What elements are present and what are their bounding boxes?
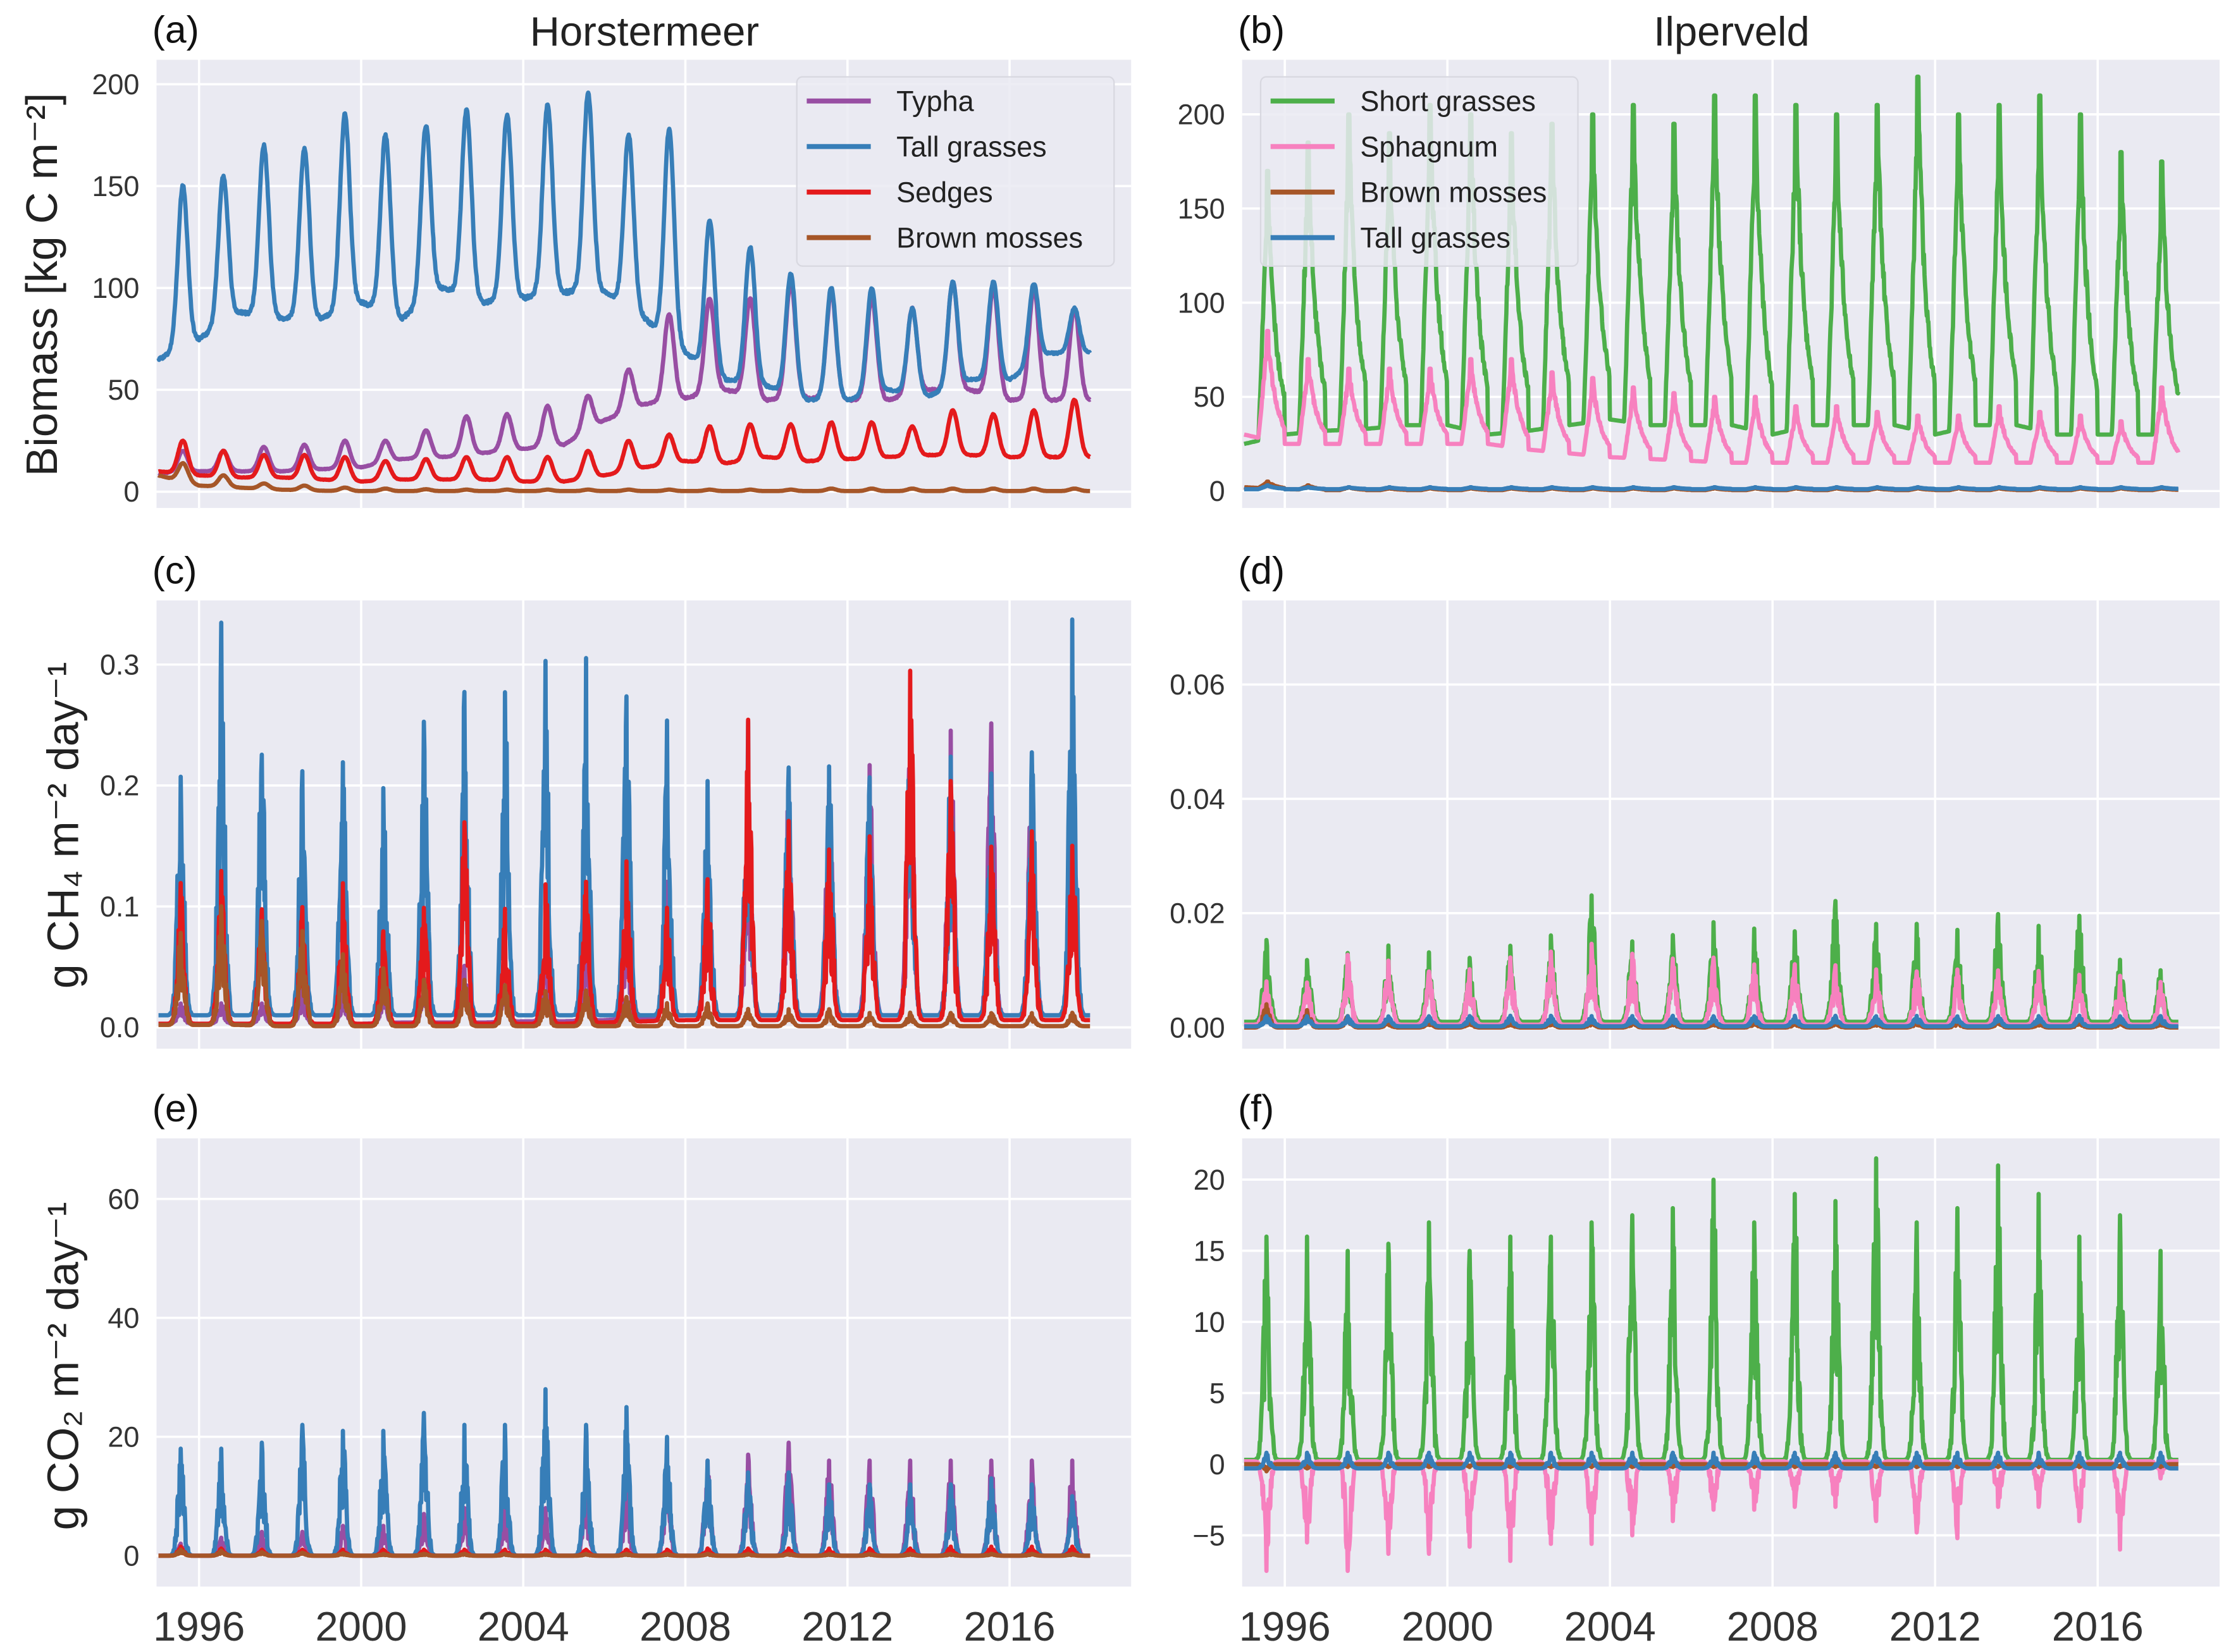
y-tick-label: 0	[1209, 475, 1225, 507]
legend-label: Sedges	[896, 176, 993, 208]
y-tick-label: 0	[123, 476, 139, 508]
y-tick-label: 0.1	[100, 891, 140, 923]
title-horstermeer: Horstermeer	[530, 8, 759, 54]
legend-label: Short grasses	[1360, 85, 1536, 117]
panel-e: 0 20 40 60 1996 2000 2004 2008 2012 2016 (e)	[108, 1087, 1132, 1649]
x-tick-label: 2016	[2052, 1603, 2144, 1649]
series-line-sphagnum	[1242, 1459, 2180, 1574]
series-line-brown-mosses	[157, 460, 1092, 493]
title-ilperveld: Ilperveld	[1653, 8, 1809, 54]
y-tick-label: 100	[1178, 287, 1225, 319]
x-tick-label: 2016	[964, 1603, 1056, 1649]
y-tick-label: 20	[1194, 1164, 1225, 1196]
series-line-typha	[157, 279, 1092, 476]
x-tick-label: 2004	[478, 1603, 569, 1649]
series-group	[157, 617, 1092, 1028]
y-tick-label: 40	[108, 1302, 139, 1334]
y-tick-label: 200	[92, 68, 139, 101]
plot-background	[156, 600, 1132, 1049]
panel-label: (d)	[1238, 548, 1285, 591]
panel-label: (f)	[1238, 1087, 1274, 1130]
ylabel-biomass: Biomass [kg C m⁻²]	[17, 93, 66, 476]
y-tick-label: 150	[1178, 192, 1225, 225]
legend-label: Typha	[896, 85, 975, 117]
panel-label: (b)	[1238, 8, 1285, 51]
legend-label: Sphagnum	[1360, 130, 1498, 163]
x-tick-label: 1996	[153, 1603, 245, 1649]
panel-label: (c)	[152, 548, 197, 591]
y-tick-label: 0.00	[1170, 1011, 1225, 1044]
series-line-tall-grasses	[156, 90, 1092, 403]
plot-background	[1242, 1138, 2220, 1587]
x-tick-label: 2000	[1402, 1603, 1493, 1649]
legend: Short grasses Sphagnum Brown mosses Tall gr…	[1259, 76, 1579, 267]
x-tick-label: 1996	[1239, 1603, 1331, 1649]
y-tick-label: 0.3	[100, 649, 140, 681]
x-tick-label: 2012	[801, 1603, 893, 1649]
y-tick-label: 50	[108, 374, 139, 406]
y-tick-label: 200	[1178, 99, 1225, 131]
series-group	[1242, 74, 2181, 493]
series-line-brown-mosses	[157, 904, 1092, 1028]
legend-label: Brown mosses	[1360, 176, 1547, 208]
series-group	[1242, 893, 2180, 1030]
panel-c: 0.0 0.1 0.2 0.3 (c)	[100, 548, 1132, 1049]
panel-a: 0 50 100 150 200 (a) Typha Tall grasses Sedges Br…	[92, 8, 1132, 509]
y-tick-label: 0	[123, 1539, 139, 1572]
legend-label: Tall grasses	[1360, 221, 1510, 254]
x-tick-label: 2012	[1889, 1603, 1981, 1649]
plot-background	[156, 1138, 1132, 1587]
y-tick-label: 0.02	[1170, 897, 1225, 930]
series-line-tall-grasses	[1242, 1450, 2180, 1471]
plot-background	[1242, 600, 2220, 1049]
series-group	[1242, 1156, 2180, 1574]
y-tick-label: 20	[108, 1421, 139, 1453]
series-line-sphagnum	[1242, 328, 2180, 465]
series-line-short-grasses	[1242, 74, 2181, 447]
panel-label: (a)	[152, 8, 199, 51]
y-tick-label: 0.06	[1170, 669, 1225, 701]
x-tick-label: 2000	[315, 1603, 407, 1649]
ylabel-ch4: g CH₄ m⁻² day⁻¹	[39, 662, 88, 989]
legend-label: Brown mosses	[896, 221, 1083, 254]
panel-d: 0.00 0.02 0.04 0.06 (d)	[1170, 548, 2220, 1049]
x-tick-label: 2004	[1564, 1603, 1656, 1649]
y-tick-label: 100	[92, 272, 139, 304]
legend-box	[1259, 76, 1579, 267]
legend-box	[796, 76, 1115, 267]
legend-label: Tall grasses	[896, 130, 1046, 163]
panel-label: (e)	[152, 1087, 199, 1130]
panel-b: 0 50 100 150 200 (b) Short grasses Sphagnum Brow…	[1178, 8, 2220, 509]
series-line-sedges	[157, 397, 1092, 484]
series-line-tall-grasses	[157, 617, 1092, 1018]
series-line-brown-mosses	[157, 1547, 1092, 1558]
y-tick-label: 150	[92, 170, 139, 202]
x-tick-label: 2008	[640, 1603, 731, 1649]
y-tick-label: −5	[1192, 1519, 1225, 1551]
panel-f: −5 0 5 10 15 20 1996 2000 2004 2008 2012 2016 (f)	[1192, 1087, 2220, 1649]
y-tick-label: 5	[1209, 1377, 1225, 1409]
y-tick-label: 15	[1194, 1235, 1225, 1267]
series-line-tall-grasses	[1242, 483, 2180, 491]
y-tick-label: 0.04	[1170, 783, 1225, 815]
y-tick-label: 60	[108, 1183, 139, 1215]
legend: Typha Tall grasses Sedges Brown mosses	[796, 76, 1115, 267]
ylabel-co2: g CO₂ m⁻² day⁻¹	[39, 1202, 88, 1530]
series-line-tall-grasses	[1242, 1013, 2180, 1029]
y-tick-label: 0.0	[100, 1011, 140, 1044]
y-tick-label: 10	[1194, 1306, 1225, 1338]
x-tick-label: 2008	[1727, 1603, 1819, 1649]
y-tick-label: 0.2	[100, 770, 140, 802]
series-group	[156, 90, 1092, 493]
y-tick-label: 0	[1209, 1448, 1225, 1481]
series-group	[157, 1387, 1092, 1558]
y-tick-label: 50	[1194, 381, 1225, 413]
